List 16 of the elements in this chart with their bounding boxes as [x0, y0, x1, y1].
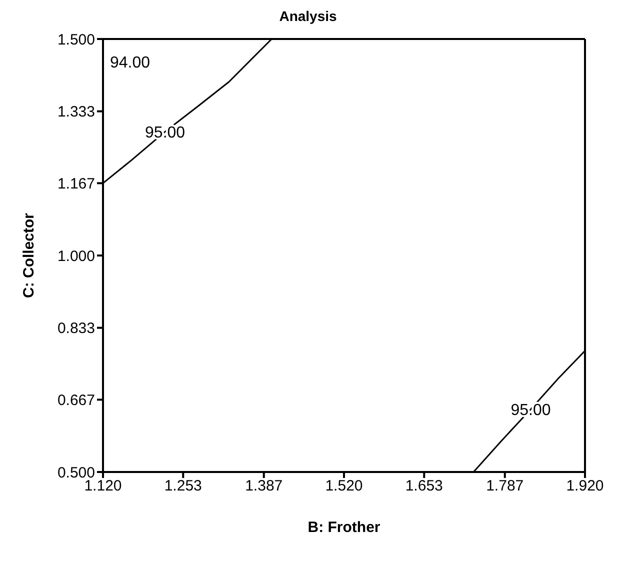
y-axis-title: C: Collector: [20, 212, 38, 298]
y-tick-label: 0.667: [57, 392, 95, 410]
chart-title: Analysis: [278, 8, 338, 26]
annotation: 94.00: [110, 54, 150, 72]
y-tick-label: 1.500: [57, 31, 95, 48]
x-tick-label: 1.253: [164, 478, 202, 495]
y-tick-label: 1.333: [57, 104, 95, 121]
y-tick-label: 1.000: [57, 248, 95, 265]
x-axis-title: B: Frother: [308, 519, 380, 536]
x-tick-label: 1.787: [486, 478, 524, 495]
x-tick-label: 1.920: [566, 478, 604, 495]
y-tick-label: 1.167: [57, 176, 95, 193]
x-tick-label: 1.387: [245, 478, 283, 495]
x-tick-label: 1.653: [405, 478, 443, 495]
x-tick-label: 1.520: [325, 478, 363, 495]
y-tick-label: 0.833: [57, 320, 95, 338]
